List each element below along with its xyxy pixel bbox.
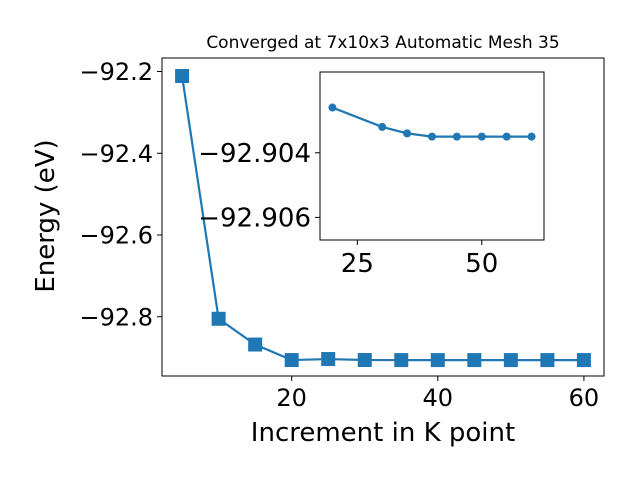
- inset-y-tick-label: −92.906: [198, 204, 311, 234]
- inset-data-point: [477, 132, 486, 141]
- x-axis-label: Increment in K point: [251, 418, 515, 448]
- data-point: [576, 353, 591, 368]
- y-tick-label: −92.8: [79, 303, 153, 331]
- inset-data-point: [502, 132, 511, 141]
- y-tick-label: −92.2: [79, 58, 153, 86]
- data-point: [540, 353, 555, 368]
- inset-x-tick-label: 50: [465, 249, 498, 279]
- x-tick-label: 60: [569, 384, 600, 412]
- data-point: [503, 353, 518, 368]
- data-point: [394, 353, 409, 368]
- data-point: [284, 353, 299, 368]
- inset-data-point: [527, 132, 536, 141]
- data-point: [467, 353, 482, 368]
- data-point: [430, 353, 445, 368]
- inset-data-point: [403, 129, 412, 138]
- data-point: [248, 337, 263, 352]
- inset-data-point: [452, 132, 461, 141]
- y-tick-label: −92.4: [79, 140, 153, 168]
- inset-x-tick-label: 25: [341, 249, 374, 279]
- chart-title: Converged at 7x10x3 Automatic Mesh 35: [206, 33, 559, 53]
- data-point: [357, 353, 372, 368]
- x-tick-label: 20: [276, 384, 307, 412]
- y-axis-label: Energy (eV): [31, 139, 61, 292]
- x-tick-label: 40: [423, 384, 454, 412]
- inset-y-tick-label: −92.904: [198, 139, 311, 169]
- inset-plot: 25 50 −92.906 −92.904: [198, 71, 545, 279]
- inset-plot-frame: [319, 71, 545, 241]
- inset-data-point: [328, 103, 337, 112]
- data-point: [175, 68, 190, 83]
- inset-data-point: [378, 122, 387, 131]
- inset-data-point: [428, 132, 436, 141]
- data-point: [321, 352, 336, 367]
- y-tick-label: −92.6: [79, 222, 153, 250]
- data-point: [211, 311, 226, 326]
- inset-series-line: [332, 106, 532, 138]
